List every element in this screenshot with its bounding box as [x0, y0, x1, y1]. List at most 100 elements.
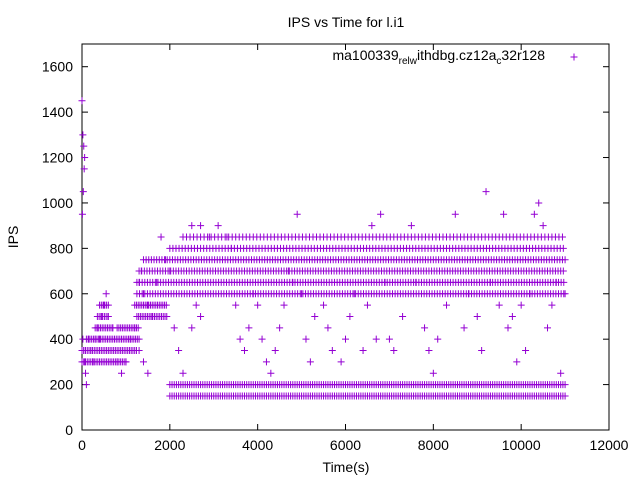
legend-subscript: c [496, 56, 501, 67]
data-point [320, 301, 328, 309]
y-tick-label: 1400 [42, 104, 73, 120]
data-point [298, 290, 306, 298]
data-point [192, 301, 200, 309]
data-point [464, 290, 472, 298]
data-point [236, 335, 244, 343]
legend-part: ma100339 [332, 47, 398, 63]
data-point [558, 233, 566, 241]
data-point [359, 347, 367, 355]
y-tick-label: 1000 [42, 195, 73, 211]
data-point [346, 312, 354, 320]
data-point [482, 188, 490, 196]
data-point [513, 358, 521, 366]
data-point [104, 312, 112, 320]
data-point [522, 347, 530, 355]
data-point [98, 312, 106, 320]
data-point [188, 222, 196, 230]
data-point [153, 278, 161, 286]
data-point [170, 324, 178, 332]
data-point [407, 222, 415, 230]
data-point [163, 312, 171, 320]
data-point [179, 233, 187, 241]
data-point [131, 324, 139, 332]
data-point [81, 154, 89, 162]
data-point [280, 301, 288, 309]
data-point [561, 290, 569, 298]
data-point [223, 233, 231, 241]
x-tick-label: 2000 [154, 437, 185, 453]
chart-title: IPS vs Time for l.i1 [288, 14, 405, 30]
data-point [135, 278, 143, 286]
data-point [552, 278, 560, 286]
data-point [85, 335, 93, 343]
data-point [267, 369, 275, 377]
data-point [245, 324, 253, 332]
data-point [135, 347, 143, 355]
data-point [460, 324, 468, 332]
data-point [78, 97, 86, 105]
legend-label: ma100339relwithdbg.cz12ac32r128 [332, 47, 545, 67]
legend-subscript: rel [399, 56, 410, 67]
data-point [381, 278, 389, 286]
data-point [135, 335, 143, 343]
data-point [258, 335, 266, 343]
data-points [78, 97, 569, 400]
data-point [539, 222, 547, 230]
data-point [306, 358, 314, 366]
data-point [87, 347, 95, 355]
data-point [412, 278, 420, 286]
data-point [161, 256, 169, 264]
data-point [548, 301, 556, 309]
y-tick-label: 600 [50, 286, 74, 302]
data-point [544, 324, 552, 332]
data-point [561, 392, 569, 400]
data-point [526, 290, 534, 298]
data-point [137, 267, 145, 275]
data-point [517, 301, 525, 309]
data-point [144, 301, 152, 309]
data-point [530, 210, 538, 218]
data-point [109, 324, 117, 332]
data-point [293, 210, 301, 218]
data-point [227, 244, 235, 252]
data-point [80, 165, 88, 173]
legend-subscript: w [409, 56, 418, 67]
data-point [337, 358, 345, 366]
data-point [557, 369, 565, 377]
data-point [102, 290, 110, 298]
data-point [324, 324, 332, 332]
data-point [79, 188, 87, 196]
legend-marker [570, 53, 578, 61]
data-point [214, 222, 222, 230]
data-point [434, 335, 442, 343]
x-tick-label: 12000 [590, 437, 629, 453]
data-point [559, 244, 567, 252]
x-tick-label: 10000 [502, 437, 541, 453]
x-axis-label: Time(s) [323, 459, 370, 475]
data-point [560, 278, 568, 286]
data-point [148, 312, 156, 320]
data-point [249, 290, 257, 298]
data-point [139, 358, 147, 366]
data-point [100, 301, 108, 309]
data-point [372, 335, 380, 343]
data-point [232, 301, 240, 309]
data-point [508, 312, 516, 320]
data-point [385, 335, 393, 343]
data-point [328, 347, 336, 355]
data-point [443, 301, 451, 309]
data-point [276, 324, 284, 332]
data-point [175, 347, 183, 355]
data-point [478, 347, 486, 355]
data-point [197, 312, 205, 320]
data-point [96, 335, 104, 343]
data-point [350, 290, 358, 298]
x-tick-label: 8000 [418, 437, 449, 453]
data-point [89, 358, 97, 366]
data-point [561, 381, 569, 389]
x-tick-label: 6000 [330, 437, 361, 453]
data-point [80, 142, 88, 150]
data-point [139, 290, 147, 298]
data-point [289, 278, 297, 286]
